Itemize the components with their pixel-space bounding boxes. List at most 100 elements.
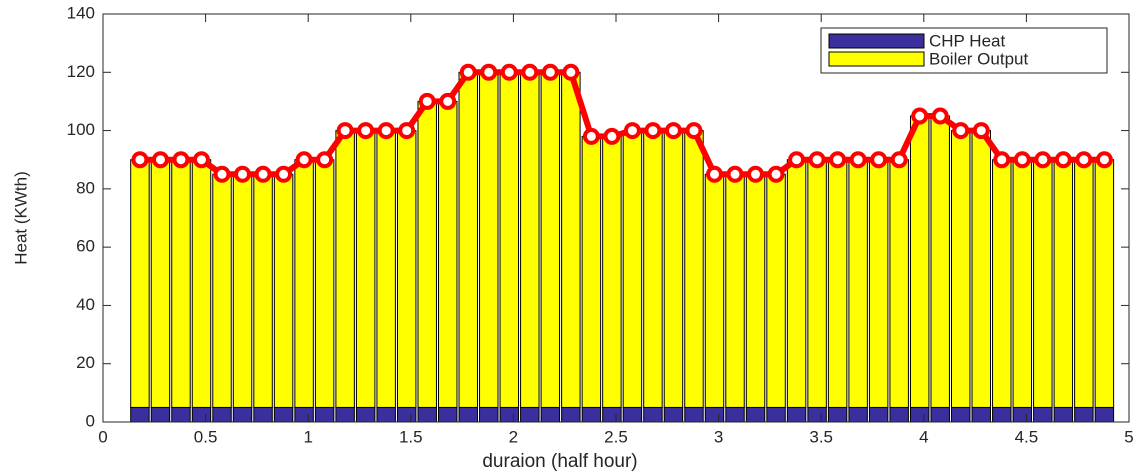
bar-segment bbox=[417, 100, 437, 408]
bar-segment bbox=[745, 173, 766, 408]
total-marker bbox=[603, 127, 621, 145]
bar-segment bbox=[417, 406, 437, 423]
bar-segment bbox=[971, 406, 991, 423]
bar-segment bbox=[725, 173, 745, 408]
bar-segment bbox=[848, 159, 868, 408]
bar-segment bbox=[704, 173, 725, 408]
bar-segment bbox=[171, 159, 191, 408]
total-marker bbox=[870, 151, 888, 169]
bar-segment bbox=[232, 173, 253, 408]
bar-segment bbox=[622, 130, 643, 408]
y-tick-label: 120 bbox=[67, 62, 95, 81]
total-marker bbox=[623, 122, 641, 140]
bar-segment bbox=[663, 130, 684, 408]
bar-segment bbox=[704, 406, 725, 423]
bar-segment bbox=[335, 406, 355, 423]
bar-segment bbox=[581, 135, 602, 408]
bar-segment bbox=[294, 159, 314, 408]
bar-segment bbox=[499, 71, 520, 408]
bar-segment bbox=[684, 130, 704, 408]
bar-segment bbox=[684, 406, 704, 423]
bar-segment bbox=[889, 159, 909, 408]
total-marker bbox=[151, 151, 169, 169]
bar-segment bbox=[992, 406, 1012, 423]
x-tick-label: 0.5 bbox=[194, 427, 218, 446]
total-marker bbox=[829, 151, 847, 169]
x-tick-label: 4.5 bbox=[1015, 427, 1039, 446]
y-tick-label: 100 bbox=[67, 120, 95, 139]
bar-segment bbox=[1012, 406, 1033, 423]
bar-segment bbox=[1053, 159, 1074, 408]
y-tick-label: 0 bbox=[86, 411, 95, 430]
total-marker bbox=[993, 151, 1011, 169]
total-marker bbox=[644, 122, 662, 140]
bar-segment bbox=[191, 159, 212, 408]
total-marker bbox=[1054, 151, 1072, 169]
total-marker bbox=[500, 63, 518, 81]
total-marker bbox=[664, 122, 682, 140]
total-marker bbox=[582, 127, 600, 145]
bar-segment bbox=[355, 130, 376, 408]
total-marker bbox=[890, 151, 908, 169]
bar-segment bbox=[992, 159, 1012, 408]
bar-segment bbox=[848, 406, 868, 423]
total-marker bbox=[911, 107, 929, 125]
y-tick-label: 60 bbox=[76, 237, 95, 256]
total-marker bbox=[808, 151, 826, 169]
bar-segment bbox=[479, 71, 499, 408]
total-marker bbox=[1013, 151, 1031, 169]
bar-segment bbox=[540, 406, 561, 423]
bar-segment bbox=[376, 130, 396, 408]
total-marker bbox=[295, 151, 313, 169]
total-marker bbox=[418, 92, 436, 110]
bar-segment bbox=[786, 406, 807, 423]
bar-segment bbox=[314, 406, 335, 423]
total-marker bbox=[459, 63, 477, 81]
bar-segment bbox=[643, 130, 663, 408]
bar-segment bbox=[971, 130, 991, 408]
total-marker bbox=[767, 165, 785, 183]
total-marker bbox=[398, 122, 416, 140]
total-marker bbox=[726, 165, 744, 183]
bar-segment bbox=[499, 406, 520, 423]
total-marker bbox=[480, 63, 498, 81]
bar-segment bbox=[376, 406, 396, 423]
bar-segment bbox=[294, 406, 314, 423]
y-tick-label: 80 bbox=[76, 178, 95, 197]
bar-segment bbox=[458, 71, 478, 408]
bar-segment bbox=[868, 159, 889, 408]
x-tick-label: 0 bbox=[98, 427, 107, 446]
x-tick-label: 2.5 bbox=[604, 427, 628, 446]
bar-segment bbox=[438, 100, 458, 408]
bar-segment bbox=[643, 406, 663, 423]
bar-segment bbox=[355, 406, 376, 423]
total-marker bbox=[377, 122, 395, 140]
bar-segment bbox=[561, 406, 581, 423]
total-marker bbox=[521, 63, 539, 81]
total-marker bbox=[747, 165, 765, 183]
bar-segment bbox=[335, 130, 355, 408]
total-marker bbox=[1034, 151, 1052, 169]
bar-segment bbox=[930, 115, 950, 408]
x-tick-label: 5 bbox=[1124, 427, 1133, 446]
bar-segment bbox=[253, 173, 273, 408]
bar-segment bbox=[602, 406, 622, 423]
bar-segment bbox=[253, 406, 273, 423]
total-marker bbox=[234, 165, 252, 183]
bar-segment bbox=[150, 406, 171, 423]
bar-segment bbox=[479, 406, 499, 423]
total-marker bbox=[541, 63, 559, 81]
total-marker bbox=[931, 107, 949, 125]
bar-segment bbox=[1012, 159, 1033, 408]
bar-segment bbox=[438, 406, 458, 423]
total-marker bbox=[1095, 151, 1113, 169]
bar-segment bbox=[520, 406, 540, 423]
bar-segment bbox=[663, 406, 684, 423]
bar-segment bbox=[130, 159, 150, 408]
bar-segment bbox=[622, 406, 643, 423]
bar-segment bbox=[868, 406, 889, 423]
bar-segment bbox=[930, 406, 950, 423]
total-marker bbox=[316, 151, 334, 169]
bar-segment bbox=[314, 159, 335, 408]
